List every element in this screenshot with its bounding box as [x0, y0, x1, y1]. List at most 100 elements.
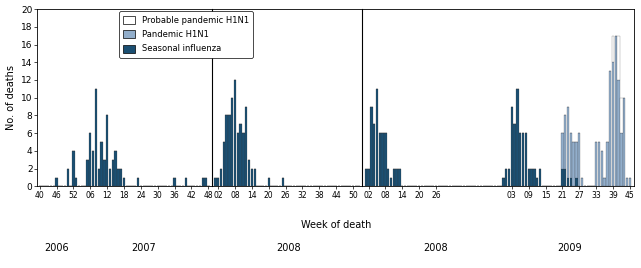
Bar — [97, 169, 100, 187]
Bar — [617, 80, 620, 187]
Bar — [575, 177, 578, 187]
Bar — [502, 177, 504, 187]
Bar — [106, 116, 108, 187]
Bar — [281, 177, 284, 187]
Bar — [617, 36, 620, 80]
Bar — [109, 169, 111, 187]
Bar — [609, 71, 612, 187]
Bar — [245, 107, 247, 187]
Bar — [381, 133, 384, 187]
Bar — [528, 169, 530, 187]
Bar — [570, 133, 572, 177]
Bar — [174, 177, 176, 187]
Bar — [267, 177, 270, 187]
Bar — [379, 133, 381, 187]
Bar — [376, 89, 378, 187]
Bar — [217, 177, 219, 187]
Text: 2006: 2006 — [44, 243, 69, 253]
Bar — [564, 116, 567, 169]
Bar — [595, 142, 597, 187]
Bar — [55, 177, 58, 187]
Bar — [612, 62, 614, 187]
Bar — [536, 177, 538, 187]
Bar — [511, 107, 513, 187]
Bar — [234, 80, 237, 187]
Text: 2007: 2007 — [131, 243, 156, 253]
Bar — [562, 169, 563, 187]
Bar — [533, 169, 535, 187]
Text: 2008: 2008 — [424, 243, 448, 253]
Text: 2009: 2009 — [557, 243, 582, 253]
Bar — [598, 142, 600, 187]
Bar — [578, 133, 581, 187]
Bar — [395, 169, 398, 187]
Bar — [112, 160, 114, 187]
Bar — [253, 169, 256, 187]
Bar — [251, 169, 253, 187]
Bar — [117, 169, 120, 187]
Bar — [522, 133, 524, 187]
Bar — [242, 133, 245, 187]
Bar — [581, 177, 583, 187]
Bar — [120, 169, 122, 187]
Bar — [601, 151, 603, 187]
Bar — [606, 142, 608, 187]
Bar — [101, 142, 103, 187]
Bar — [626, 177, 628, 187]
Bar — [603, 177, 606, 187]
Bar — [623, 98, 626, 187]
Bar — [384, 133, 387, 187]
Bar — [564, 169, 567, 187]
Bar — [204, 177, 206, 187]
Bar — [72, 151, 74, 187]
Bar — [240, 124, 242, 187]
Bar — [201, 177, 204, 187]
Bar — [231, 98, 233, 187]
Bar — [620, 98, 622, 133]
Bar — [390, 177, 392, 187]
Bar — [228, 116, 231, 187]
Bar — [220, 169, 222, 187]
Bar — [392, 169, 395, 187]
X-axis label: Week of death: Week of death — [301, 220, 371, 230]
Bar — [226, 116, 228, 187]
Bar — [629, 177, 631, 187]
Bar — [237, 133, 239, 187]
Bar — [248, 160, 250, 187]
Bar — [89, 133, 92, 187]
Bar — [572, 142, 575, 187]
Bar — [398, 169, 401, 187]
Bar — [387, 169, 389, 187]
Bar — [123, 177, 125, 187]
Bar — [615, 36, 617, 187]
Bar — [370, 107, 372, 187]
Y-axis label: No. of deaths: No. of deaths — [6, 65, 15, 130]
Bar — [75, 177, 78, 187]
Bar — [530, 169, 533, 187]
Bar — [373, 124, 376, 187]
Bar — [214, 177, 217, 187]
Bar — [620, 133, 622, 187]
Bar — [525, 133, 527, 187]
Bar — [365, 169, 367, 187]
Text: 2008: 2008 — [276, 243, 301, 253]
Bar — [505, 169, 508, 187]
Bar — [516, 89, 519, 187]
Legend: Probable pandemic H1N1, Pandemic H1N1, Seasonal influenza: Probable pandemic H1N1, Pandemic H1N1, S… — [119, 12, 253, 58]
Bar — [513, 124, 516, 187]
Bar — [367, 169, 370, 187]
Bar — [103, 160, 106, 187]
Bar — [562, 133, 563, 169]
Bar — [185, 177, 187, 187]
Bar — [95, 89, 97, 187]
Bar — [575, 142, 578, 177]
Bar — [570, 177, 572, 187]
Bar — [519, 133, 522, 187]
Bar — [538, 169, 541, 187]
Bar — [92, 151, 94, 187]
Bar — [508, 169, 510, 187]
Bar — [137, 177, 139, 187]
Bar — [222, 142, 225, 187]
Bar — [87, 160, 88, 187]
Bar — [567, 107, 569, 177]
